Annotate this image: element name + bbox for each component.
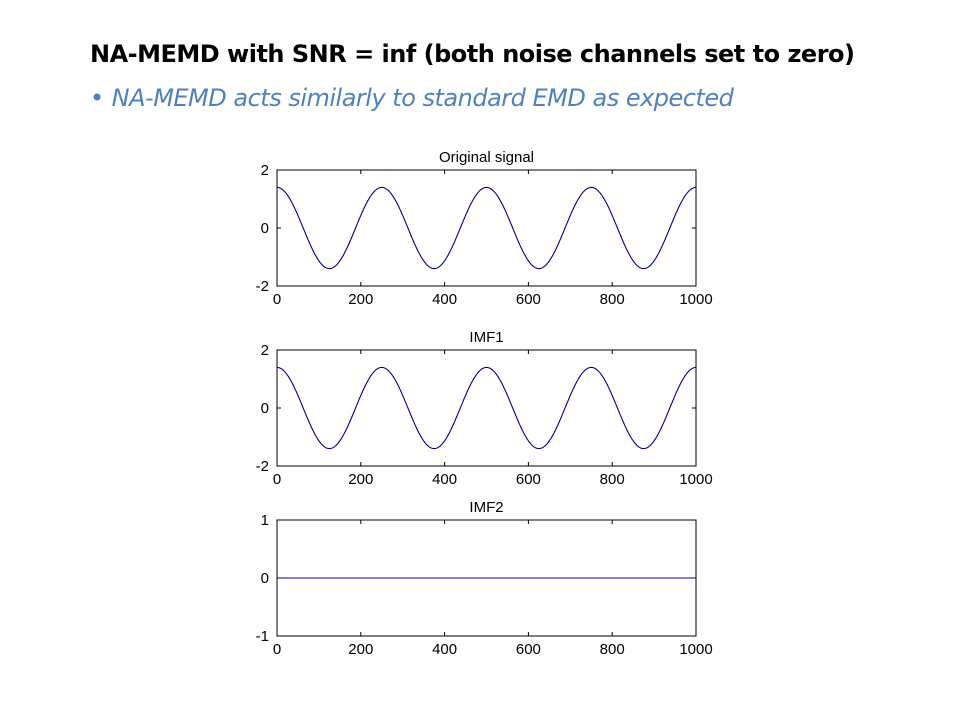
- y-tick-label: -2: [256, 458, 269, 475]
- x-tick-label: 600: [516, 291, 541, 308]
- chart-title: IMF1: [469, 329, 503, 346]
- chart-title: IMF2: [469, 499, 503, 516]
- y-tick-label: 0: [261, 220, 269, 237]
- y-tick-label: -1: [256, 628, 269, 645]
- x-tick-label: 1000: [679, 471, 712, 488]
- x-tick-label: 0: [273, 291, 281, 308]
- y-tick-label: 1: [261, 512, 269, 529]
- x-tick-label: 400: [432, 641, 457, 658]
- x-tick-label: 600: [516, 471, 541, 488]
- bullet-point: • NA-MEMD acts similarly to standard EMD …: [90, 84, 734, 112]
- x-tick-label: 0: [273, 641, 281, 658]
- series-line: [276, 186, 697, 270]
- x-tick-label: 200: [348, 291, 373, 308]
- y-tick-label: 0: [261, 570, 269, 587]
- x-tick-label: 600: [516, 641, 541, 658]
- y-tick-label: 2: [261, 162, 269, 179]
- y-tick-label: 2: [261, 342, 269, 359]
- x-tick-label: 200: [348, 641, 373, 658]
- bullet-text: NA-MEMD acts similarly to standard EMD a…: [111, 84, 734, 112]
- series-line: [276, 366, 697, 450]
- x-tick-label: 800: [600, 471, 625, 488]
- x-tick-label: 800: [600, 641, 625, 658]
- x-tick-label: 1000: [679, 291, 712, 308]
- x-tick-label: 1000: [679, 641, 712, 658]
- x-tick-label: 400: [432, 471, 457, 488]
- slide-title: NA-MEMD with SNR = inf (both noise chann…: [90, 40, 855, 68]
- x-tick-label: 0: [273, 471, 281, 488]
- bullet-dot-icon: •: [90, 84, 104, 112]
- x-tick-label: 200: [348, 471, 373, 488]
- chart-title: Original signal: [439, 149, 534, 166]
- x-tick-label: 400: [432, 291, 457, 308]
- x-tick-label: 800: [600, 291, 625, 308]
- y-tick-label: -2: [256, 278, 269, 295]
- y-tick-label: 0: [261, 400, 269, 417]
